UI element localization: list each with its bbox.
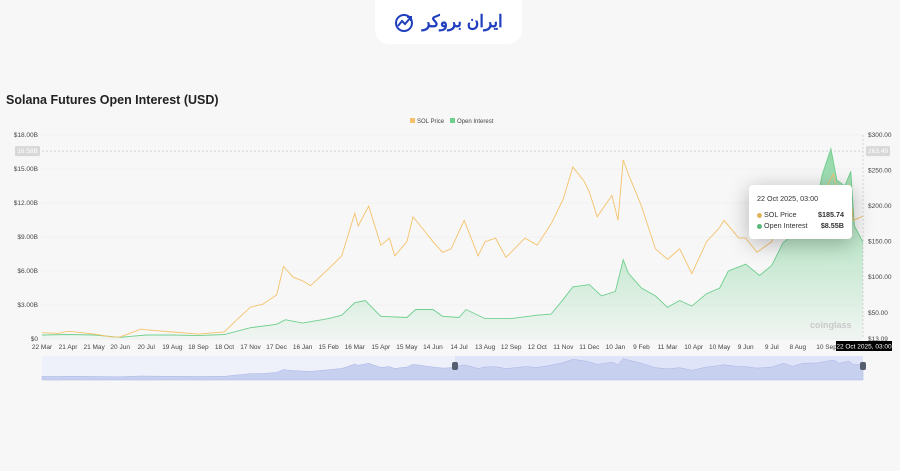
x-tick-label: 10 May (709, 344, 731, 351)
x-tick-label: 22 Mar (32, 344, 53, 351)
y-right-tick-label: $300.00 (868, 132, 892, 139)
x-tick-label: 17 Nov (240, 344, 261, 351)
x-tick-label: 13 Aug (475, 344, 496, 351)
legend-label: Open Interest (457, 119, 494, 125)
x-tick-label: 16 Jan (293, 344, 313, 351)
x-tick-label: 8 Aug (790, 344, 807, 351)
x-tick-label: 20 Jul (138, 344, 156, 351)
crosshair-right-label-bg (866, 146, 890, 157)
y-left-tick-label: $0 (31, 336, 39, 343)
x-tick-label: 16 Mar (345, 344, 366, 351)
x-tick-label: 18 Sep (188, 344, 209, 351)
y-left-tick-label: $9.00B (17, 234, 38, 241)
x-tick-label: 21 Apr (59, 344, 79, 351)
x-tick-label: 21 May (83, 344, 105, 351)
sol-price-line (41, 159, 864, 338)
y-left-tick-label: $6.00B (17, 268, 38, 275)
coinglass-watermark: coinglass (810, 320, 852, 330)
legend-label: SOL Price (417, 119, 445, 125)
open-interest-line (41, 146, 864, 338)
x-tick-label: 15 May (396, 344, 418, 351)
x-tick-label: 10 Jan (606, 344, 626, 351)
legend-swatch (450, 118, 455, 123)
open-interest-area (42, 148, 863, 339)
x-tick-label: 20 Jun (110, 344, 130, 351)
crosshair-left-label: 16.58B (17, 148, 38, 155)
y-left-tick-label: $15.00B (14, 166, 38, 173)
x-tick-label: 12 Sep (501, 344, 522, 351)
tooltip-date: 22 Oct 2025, 03:00 (757, 194, 819, 203)
trend-chart-icon (395, 14, 414, 32)
x-tick-label: 11 Dec (579, 344, 600, 351)
y-right-tick-label: $250.00 (868, 168, 892, 175)
legend-swatch (410, 118, 415, 123)
tooltip-label: Open Interest (764, 221, 808, 230)
crosshair-right-label: 263.49 (868, 148, 888, 155)
crosshair-x-label: 22 Oct 2025, 03:00 (836, 344, 892, 351)
x-tick-label: 11 Mar (658, 344, 679, 351)
x-tick-label: 15 Apr (371, 344, 391, 351)
x-tick-label: 10 Sep (816, 344, 837, 351)
tooltip-value: $185.74 (818, 210, 844, 219)
x-tick-label: 17 Dec (266, 344, 287, 351)
crosshair-x-label-bg (836, 341, 892, 351)
x-tick-label: 14 Jul (450, 344, 468, 351)
tooltip: 22 Oct 2025, 03:00 SOL Price $185.74 Ope… (749, 185, 852, 239)
x-tick-label: 9 Feb (633, 344, 650, 351)
x-tick-label: 14 Jun (423, 344, 443, 351)
navigator-handle[interactable] (452, 362, 458, 370)
y-right-tick-label: $13.09 (868, 336, 888, 343)
y-left-tick-label: $12.00B (14, 200, 38, 207)
x-tick-label: 11 Nov (553, 344, 574, 351)
crosshair-left-label-bg (15, 146, 40, 157)
x-tick-label: 18 Oct (215, 344, 234, 351)
y-right-tick-label: $50.00 (868, 310, 888, 317)
y-right-tick-label: $200.00 (868, 203, 892, 210)
x-tick-label: 9 Jul (765, 344, 779, 351)
y-right-tick-label: $150.00 (868, 239, 892, 246)
tooltip-value: $8.55B (820, 221, 844, 230)
y-left-tick-label: $3.00B (17, 302, 38, 309)
logo-text: ایران بروکر (422, 12, 503, 31)
x-tick-label: 19 Aug (162, 344, 183, 351)
x-tick-label: 9 Jun (738, 344, 754, 351)
navigator-handle[interactable] (860, 362, 866, 370)
x-tick-label: 15 Feb (319, 344, 340, 351)
x-tick-label: 12 Oct (528, 344, 547, 351)
y-right-tick-label: $100.00 (868, 274, 892, 281)
x-tick-label: 10 Apr (684, 344, 704, 351)
logo: ایران بروکر (375, 0, 522, 44)
chart-title: Solana Futures Open Interest (USD) (6, 93, 219, 107)
tooltip-row-open-interest: Open Interest $8.55B (757, 221, 844, 230)
tooltip-label: SOL Price (764, 210, 797, 219)
sol-price-dot-icon (757, 212, 762, 218)
open-interest-dot-icon (757, 223, 762, 229)
tooltip-row-sol-price: SOL Price $185.74 (757, 210, 844, 219)
y-left-tick-label: $18.00B (14, 132, 38, 139)
